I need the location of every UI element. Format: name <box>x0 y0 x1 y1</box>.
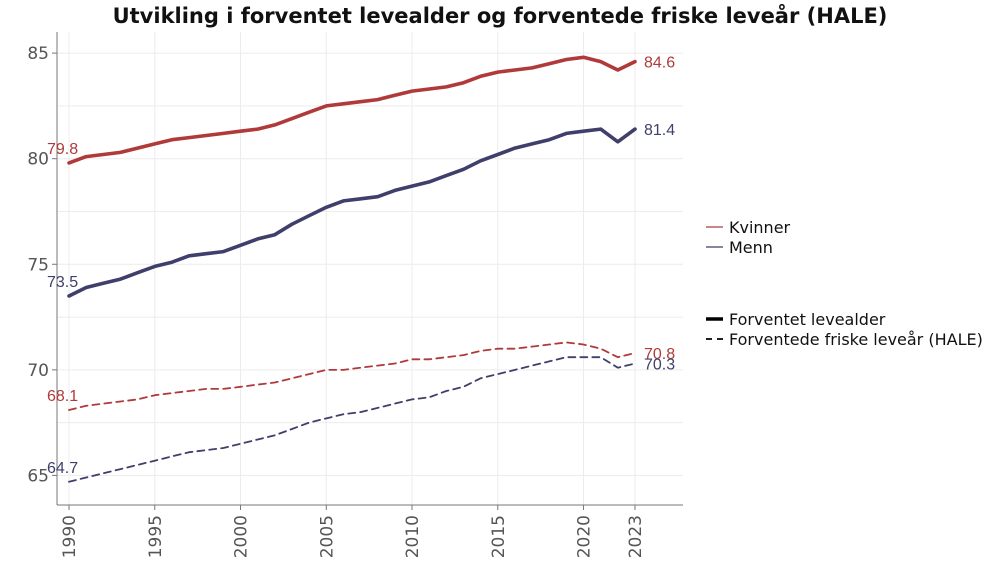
end-label: 81.4 <box>644 122 675 139</box>
start-label: 79.8 <box>47 141 78 158</box>
y-tick-label: 65 <box>27 466 49 486</box>
series-line-1 <box>67 55 637 165</box>
data-labels: 79.8 84.6 73.5 81.4 68.1 70.8 64.7 70.3 <box>47 55 675 477</box>
x-tick-label: 1995 <box>146 515 166 558</box>
x-tick-label: 2000 <box>232 515 252 558</box>
start-label: 64.7 <box>47 460 78 477</box>
series-line-3 <box>68 341 636 411</box>
x-tick-label: 2020 <box>575 515 595 558</box>
y-tick-label: 80 <box>27 150 49 170</box>
end-label: 84.6 <box>644 55 675 72</box>
x-tick-label: 2023 <box>626 515 646 558</box>
legend-label: Menn <box>729 238 773 257</box>
x-tick-label: 2005 <box>317 515 337 558</box>
start-label: 73.5 <box>47 274 78 291</box>
end-label: 70.3 <box>644 357 675 374</box>
legend-label: Kvinner <box>729 218 791 237</box>
y-tick-label: 85 <box>27 44 49 64</box>
x-tick-label: 1990 <box>60 515 80 558</box>
grid <box>57 32 683 505</box>
series-lines <box>67 55 637 483</box>
legend-label: Forventede friske leveår (HALE) <box>729 330 983 349</box>
y-tick-label: 70 <box>27 361 49 381</box>
axes: 65 70 75 80 85 1990 1995 2000 2005 2010 2015 2020 20… <box>27 32 683 558</box>
x-tick-label: 2015 <box>489 515 509 558</box>
end-label: 70.8 <box>644 346 675 363</box>
series-line-2 <box>67 127 637 298</box>
x-tick-label: 2010 <box>403 515 423 558</box>
series-line-4 <box>68 356 636 483</box>
y-tick-label: 75 <box>27 255 49 275</box>
legend-label: Forventet levealder <box>729 310 886 329</box>
chart-title: Utvikling i forventet levealder og forve… <box>112 4 888 28</box>
start-label: 68.1 <box>47 388 78 405</box>
